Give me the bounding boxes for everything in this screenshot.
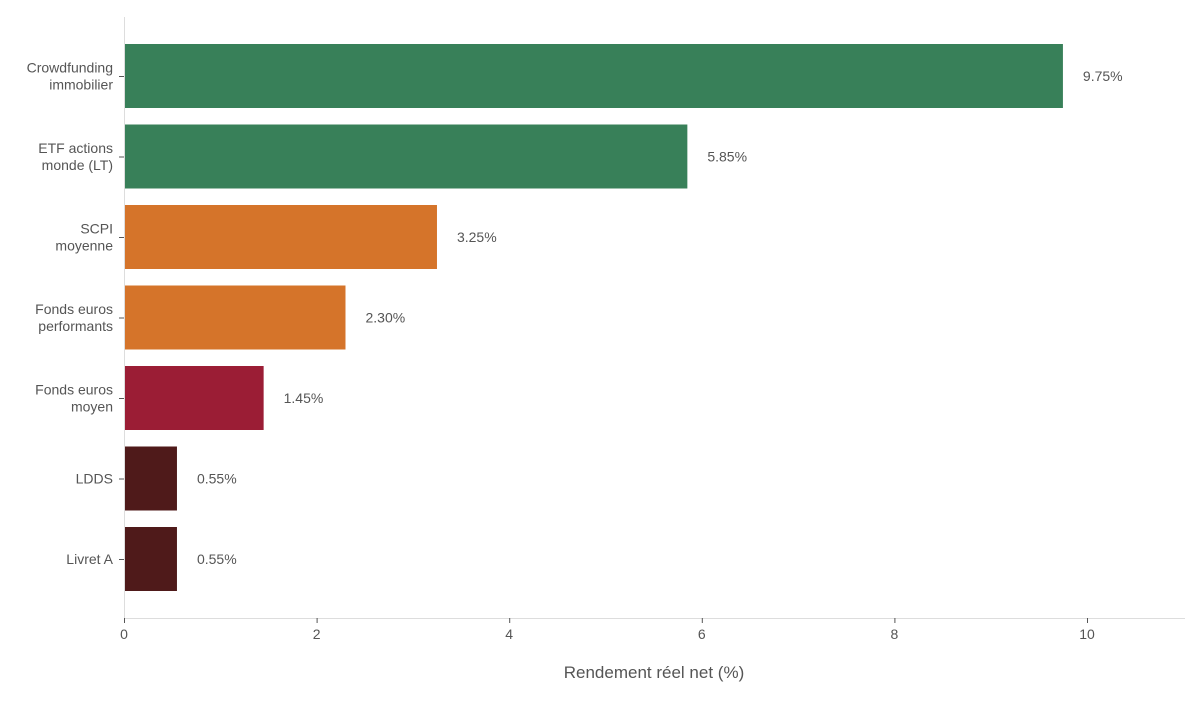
data-label: 1.45%	[284, 390, 324, 406]
bar	[125, 124, 688, 189]
y-tick-label: LDDS	[76, 471, 113, 487]
x-tick-label: 8	[891, 626, 899, 642]
x-tick-label: 0	[120, 626, 128, 642]
y-tick-label: SCPI moyenne	[55, 221, 113, 254]
bar	[125, 205, 437, 269]
bar	[125, 446, 177, 511]
x-tick-label: 4	[505, 626, 513, 642]
x-axis-label: Rendement réel net (%)	[564, 663, 744, 682]
y-tick-label: ETF actions monde (LT)	[38, 140, 113, 173]
data-label: 0.55%	[197, 471, 237, 487]
y-tick-label: Fonds euros moyen	[35, 382, 113, 415]
data-label: 3.25%	[457, 229, 497, 245]
data-label: 5.85%	[707, 149, 747, 165]
bar	[125, 44, 1063, 108]
bar	[125, 285, 346, 350]
y-tick-label: Livret A	[66, 551, 113, 567]
bar	[125, 527, 177, 591]
bar	[125, 366, 264, 430]
x-tick-label: 6	[698, 626, 706, 642]
y-tick-label: Crowdfunding immobilier	[27, 60, 114, 93]
data-label: 9.75%	[1083, 68, 1123, 84]
data-label: 0.55%	[197, 551, 237, 567]
x-tick-label: 2	[313, 626, 321, 642]
data-label: 2.30%	[365, 310, 405, 326]
x-tick-label: 10	[1079, 626, 1095, 642]
y-tick-label: Fonds euros performants	[35, 301, 113, 334]
